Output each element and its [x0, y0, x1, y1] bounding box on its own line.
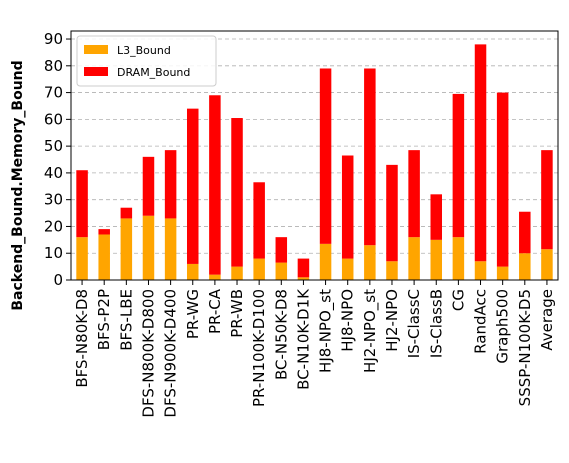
x-tick-label: HJ8-NPO_st — [317, 289, 336, 373]
x-tick-label: DFS-N800K-D800 — [139, 289, 157, 418]
y-axis-label: Backend_Bound.Memory_Bound — [10, 60, 26, 310]
bar-l3-bound — [430, 239, 443, 280]
bars — [76, 44, 553, 280]
x-tick-label: BFS-N80K-D8 — [73, 289, 91, 388]
y-tick-label: 0 — [53, 271, 63, 289]
bar-l3-bound — [120, 218, 133, 280]
bar-l3-bound — [541, 249, 553, 280]
bar-dram-bound — [386, 164, 398, 262]
legend: L3_Bound DRAM_Bound — [76, 35, 217, 87]
bar-l3-bound — [209, 274, 221, 280]
x-tick-label: CG — [449, 289, 467, 311]
bar-dram-bound — [541, 150, 553, 250]
x-tick-label: Average — [538, 289, 556, 351]
bar-dram-bound — [142, 156, 155, 216]
bar-l3-bound — [186, 263, 199, 280]
bar-l3-bound — [386, 261, 398, 280]
legend-label: L3_Bound — [117, 44, 171, 57]
plot-frame — [70, 30, 559, 281]
x-tick-label: BFS-P2P — [95, 289, 113, 350]
bar-l3-bound — [319, 243, 332, 280]
bar-dram-bound — [297, 258, 310, 278]
bar-dram-bound — [452, 93, 465, 238]
bar-l3-bound — [452, 237, 465, 280]
bar-l3-bound — [142, 215, 155, 280]
bar-l3-bound — [408, 237, 420, 280]
bar-dram-bound — [186, 108, 199, 264]
bar-l3-bound — [253, 258, 265, 280]
y-tick-label: 10 — [44, 244, 63, 262]
y-tick-label: 50 — [44, 137, 63, 155]
y-tick-label: 20 — [44, 217, 63, 235]
bar-dram-bound — [496, 92, 509, 267]
bar-l3-bound — [297, 277, 310, 280]
y-tick-label: 80 — [44, 57, 63, 75]
x-tick-label: IS-ClassC — [405, 289, 423, 358]
bar-dram-bound — [430, 194, 443, 240]
y-tick-label: 40 — [44, 164, 63, 182]
x-axis-ticks: BFS-N80K-D8 BFS-P2P BFS-LBE DFS-N800K-D800 D… — [73, 280, 556, 418]
bar-l3-bound — [231, 266, 243, 280]
x-tick-label: PR-WG — [184, 289, 202, 339]
y-tick-label: 70 — [44, 84, 63, 102]
bar-l3-bound — [341, 258, 354, 280]
x-tick-label: HJ2-NPO — [383, 289, 401, 352]
bar-dram-bound — [209, 95, 221, 275]
bar-dram-bound — [474, 44, 487, 262]
bar-dram-bound — [98, 229, 110, 235]
x-tick-label: BC-N10K-D1K — [294, 288, 312, 390]
bar-dram-bound — [76, 170, 88, 238]
bar-l3-bound — [496, 266, 509, 280]
x-tick-label: BFS-LBE — [117, 289, 135, 351]
bar-dram-bound — [519, 211, 531, 254]
bar-dram-bound — [120, 207, 133, 219]
x-tick-label: PR-N100K-D100 — [250, 289, 268, 407]
bar-dram-bound — [408, 150, 420, 238]
legend-label: DRAM_Bound — [117, 66, 190, 79]
x-tick-label: BC-N50K-D8 — [272, 289, 290, 380]
x-tick-label: Graph500 — [494, 289, 512, 364]
bar-dram-bound — [253, 182, 265, 259]
bar-l3-bound — [76, 237, 88, 280]
y-tick-label: 30 — [44, 191, 63, 209]
bar-l3-bound — [164, 218, 177, 280]
x-tick-label: PR-WB — [228, 289, 246, 338]
bar-l3-bound — [364, 245, 376, 280]
x-tick-label: SSSP-N100K-D5 — [516, 289, 534, 406]
bar-l3-bound — [474, 261, 487, 280]
y-tick-label: 90 — [44, 30, 63, 48]
bar-dram-bound — [275, 237, 288, 263]
bar-dram-bound — [164, 150, 177, 219]
bar-dram-bound — [319, 68, 332, 244]
legend-box — [76, 35, 217, 87]
legend-swatch — [84, 45, 108, 54]
x-tick-label: PR-CA — [206, 288, 224, 334]
y-axis-ticks: 0 10 20 30 40 50 60 70 80 90 — [44, 30, 71, 289]
bar-dram-bound — [231, 118, 243, 267]
x-tick-label: HJ8-NPO — [339, 289, 357, 352]
x-tick-label: HJ2-NPO_st — [361, 289, 380, 373]
bar-l3-bound — [275, 262, 288, 280]
bar-l3-bound — [519, 253, 531, 280]
bar-dram-bound — [341, 155, 354, 259]
y-tick-label: 60 — [44, 110, 63, 128]
bar-l3-bound — [98, 234, 110, 280]
x-tick-label: IS-ClassB — [427, 289, 445, 358]
x-tick-label: DFS-N900K-D400 — [162, 289, 180, 418]
legend-swatch — [84, 67, 108, 76]
bar-dram-bound — [364, 68, 376, 246]
x-tick-label: RandAcc — [472, 289, 490, 354]
